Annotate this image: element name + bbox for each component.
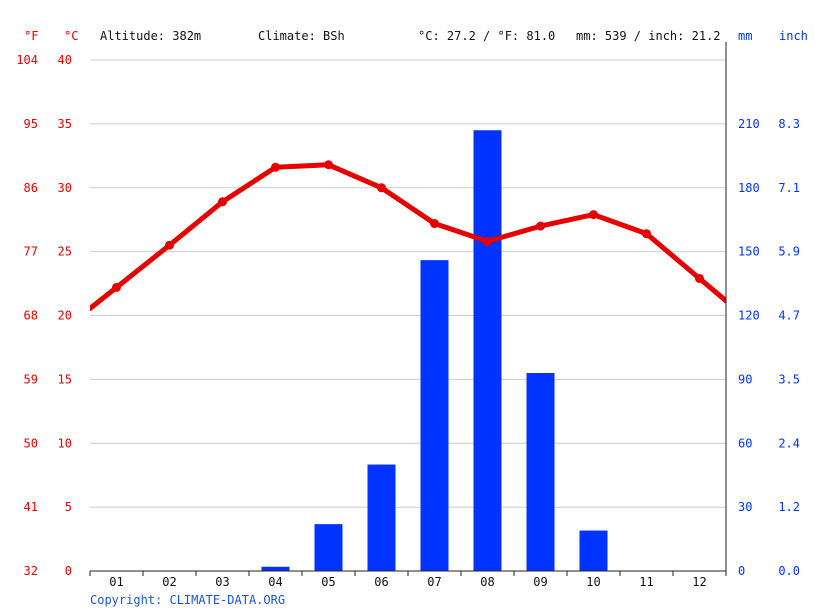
precipitation-bars [261,130,608,571]
axes: 0510152025303540324150596877869510403060… [16,42,800,589]
unit-inch-label: inch [779,29,808,43]
month-label: 11 [639,575,653,589]
tick-label-inch: 3.5 [778,372,800,386]
tick-label-mm: 60 [738,436,752,450]
temperature-point [483,236,492,246]
tick-label-mm: 30 [738,500,752,514]
tick-label-inch: 2.4 [778,436,800,450]
gridlines [90,59,726,508]
month-label: 04 [268,575,282,589]
month-label: 07 [427,575,441,589]
tick-label-inch: 1.2 [778,500,800,514]
tick-label-c: 30 [58,181,72,195]
tick-label-c: 10 [58,436,72,450]
temperature-point [112,282,121,292]
month-label: 10 [586,575,600,589]
tick-label-f: 50 [24,436,38,450]
climate-label: Climate: BSh [258,29,345,43]
tick-label-c: 40 [58,53,72,67]
tick-label-c: 20 [58,309,72,323]
tick-label-mm: 0 [738,564,745,578]
month-label: 05 [321,575,335,589]
precip-bar [314,524,343,571]
tick-label-mm: 210 [738,117,760,131]
tick-label-f: 68 [24,309,38,323]
precip-bar [367,464,396,571]
tick-label-c: 15 [58,372,72,386]
temperature-point [324,160,333,170]
temperature-series-line [90,162,726,311]
unit-f-label: °F [24,29,38,43]
tick-label-f: 86 [24,181,38,195]
temperature-line [90,160,726,311]
temperature-point [536,221,545,231]
tick-label-f: 41 [24,500,38,514]
precip-bar [526,372,555,571]
month-label: 09 [533,575,547,589]
precip-bar [261,566,290,571]
temperature-point [695,273,704,283]
tick-label-mm: 120 [738,309,760,323]
month-label: 02 [162,575,176,589]
unit-c-label: °C [64,29,78,43]
tick-label-f: 59 [24,372,38,386]
tick-label-c: 25 [58,245,72,259]
tick-label-inch: 8.3 [778,117,800,131]
tick-label-f: 77 [24,245,38,259]
tick-label-c: 35 [58,117,72,131]
temperature-point [218,197,227,207]
temp-avg-label: °C: 27.2 / °F: 81.0 [418,29,555,43]
month-label: 03 [215,575,229,589]
tick-label-inch: 0.0 [778,564,800,578]
temperature-point [642,229,651,239]
unit-mm-label: mm [738,29,752,43]
tick-label-inch: 7.1 [778,181,800,195]
month-label: 01 [109,575,123,589]
tick-label-f: 32 [24,564,38,578]
altitude-label: Altitude: 382m [100,29,201,43]
tick-label-mm: 150 [738,245,760,259]
temperature-point [271,162,280,172]
precip-bar [579,530,608,571]
month-label: 06 [374,575,388,589]
tick-label-f: 104 [16,53,38,67]
precip-bar [420,260,449,571]
month-label: 12 [692,575,706,589]
temperature-point [377,183,386,193]
month-label: 08 [480,575,494,589]
copyright-text: Copyright: CLIMATE-DATA.ORG [90,593,285,607]
tick-label-inch: 5.9 [778,245,800,259]
tick-label-f: 95 [24,117,38,131]
tick-label-inch: 4.7 [778,309,800,323]
tick-label-mm: 90 [738,372,752,386]
precip-total-label: mm: 539 / inch: 21.2 [576,29,721,43]
temperature-point [165,240,174,250]
temperature-point [430,219,439,229]
tick-label-c: 0 [65,564,72,578]
tick-label-mm: 180 [738,181,760,195]
tick-label-c: 5 [65,500,72,514]
precip-bar [473,130,502,571]
temperature-point [589,210,598,220]
